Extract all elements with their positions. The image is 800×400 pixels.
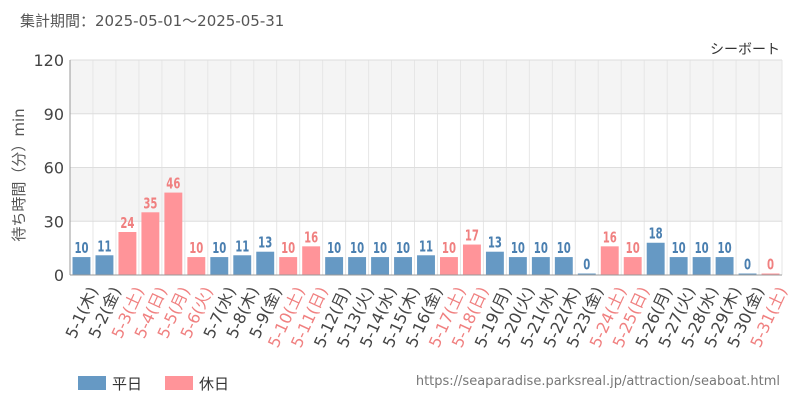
data-label: 10 xyxy=(511,241,525,258)
data-label: 10 xyxy=(327,241,341,258)
legend-weekday-label: 平日 xyxy=(112,375,143,393)
data-label: 18 xyxy=(649,226,663,243)
y-tick-label: 0 xyxy=(54,266,64,285)
data-label: 11 xyxy=(97,239,111,256)
y-tick-label: 30 xyxy=(44,212,64,231)
bar-5-30(金) xyxy=(738,273,757,275)
data-label: 24 xyxy=(120,216,134,233)
bar-5-3(土) xyxy=(118,232,137,275)
bar-5-11(日) xyxy=(302,246,321,275)
bar-5-27(火) xyxy=(669,257,688,275)
bar-5-20(火) xyxy=(508,257,527,275)
y-tick-label: 90 xyxy=(44,105,64,124)
y-axis-label: 待ち時間（分）min xyxy=(10,108,28,241)
bar-5-14(水) xyxy=(371,257,390,275)
data-label: 11 xyxy=(235,239,249,256)
legend-weekday-swatch xyxy=(78,376,106,390)
data-label: 0 xyxy=(767,257,774,274)
data-label: 16 xyxy=(304,230,318,247)
data-label: 10 xyxy=(534,241,548,258)
bar-5-22(木) xyxy=(554,257,573,275)
data-label: 0 xyxy=(583,257,590,274)
bar-5-13(火) xyxy=(348,257,367,275)
bar-5-1(木) xyxy=(72,257,91,275)
bar-5-4(日) xyxy=(141,212,160,275)
bar-5-15(木) xyxy=(394,257,412,275)
period-label: 集計期間：2025-05-01～2025-05-31 xyxy=(20,12,285,30)
bar-5-25(日) xyxy=(623,257,642,275)
data-label: 10 xyxy=(695,241,709,258)
plot-band xyxy=(70,113,782,168)
data-label: 10 xyxy=(626,241,640,258)
legend-holiday-label: 休日 xyxy=(199,375,230,393)
bar-5-28(水) xyxy=(692,257,711,275)
data-label: 35 xyxy=(143,196,157,213)
bar-5-19(月) xyxy=(485,251,504,275)
bar-5-23(金) xyxy=(577,273,596,275)
data-label: 10 xyxy=(442,241,456,258)
bar-5-21(水) xyxy=(531,257,550,275)
data-label: 13 xyxy=(258,235,272,252)
data-label: 13 xyxy=(488,235,502,252)
data-label: 10 xyxy=(350,241,364,258)
bar-5-26(月) xyxy=(646,242,665,275)
plot-band xyxy=(70,167,782,222)
bar-5-8(木) xyxy=(233,255,252,275)
data-label: 0 xyxy=(744,257,751,274)
source-url: https://seaparadise.parksreal.jp/attract… xyxy=(415,374,780,389)
bar-5-24(土) xyxy=(600,246,619,275)
data-label: 10 xyxy=(281,241,295,258)
bar-5-17(土) xyxy=(440,257,458,275)
data-label: 10 xyxy=(189,241,203,258)
bar-5-9(金) xyxy=(256,251,275,275)
bar-5-7(水) xyxy=(210,257,229,275)
data-label: 10 xyxy=(718,241,732,258)
data-label: 10 xyxy=(672,241,686,258)
data-label: 10 xyxy=(396,241,410,258)
bar-5-31(土) xyxy=(761,273,780,275)
data-label: 16 xyxy=(603,230,617,247)
plot-band xyxy=(70,60,782,114)
data-label: 17 xyxy=(465,228,479,245)
bar-5-10(土) xyxy=(279,257,298,275)
data-label: 11 xyxy=(419,239,433,256)
y-tick-label: 60 xyxy=(44,159,64,178)
y-tick-label: 120 xyxy=(33,51,64,70)
bar-5-16(金) xyxy=(417,255,435,275)
legend-holiday-swatch xyxy=(165,376,193,390)
bar-5-6(火) xyxy=(187,257,206,275)
data-label: 46 xyxy=(166,176,180,193)
bar-5-2(金) xyxy=(95,255,114,275)
data-label: 10 xyxy=(373,241,387,258)
bar-5-12(月) xyxy=(325,257,344,275)
data-label: 10 xyxy=(557,241,571,258)
chart-title: シーボート xyxy=(710,42,780,58)
bar-5-18(日) xyxy=(462,244,481,275)
bar-5-5(月) xyxy=(164,192,183,275)
bar-5-29(木) xyxy=(715,257,734,275)
data-label: 10 xyxy=(74,241,88,258)
data-label: 10 xyxy=(212,241,226,258)
